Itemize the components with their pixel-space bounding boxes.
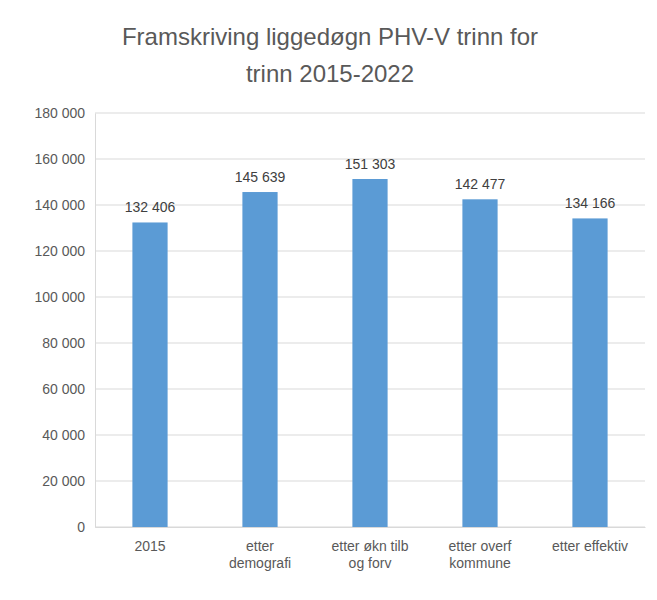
bar [242,192,277,527]
bar [132,222,167,527]
x-tick-label-line: etter effektiv [552,538,628,554]
x-tick-label: etter økn tilbog forv [331,538,408,571]
y-tick: 60 000 [42,381,95,397]
x-tick-label-line: kommune [449,555,511,571]
x-tick-label-line: demografi [229,555,291,571]
y-tick-label: 100 000 [34,289,85,305]
x-tick-label-line: etter overf [448,538,511,554]
x-axis: 2015etterdemografietter økn tilbog forve… [96,527,646,571]
y-tick: 180 000 [34,105,95,121]
y-axis-line [95,114,96,528]
x-tick-label: etterdemografi [229,538,291,571]
x-tick: 2015 [134,527,165,554]
y-tick-label: 60 000 [42,381,85,397]
y-tick: 100 000 [34,289,95,305]
x-tick-label: etter effektiv [552,538,628,554]
y-tick-label: 120 000 [34,243,85,259]
title-line: trinn 2015-2022 [246,60,414,87]
y-tick: 40 000 [42,427,95,443]
y-tick: 20 000 [42,473,95,489]
x-tick-label: 2015 [134,538,165,554]
y-tick: 0 [77,519,95,535]
y-tick-label: 40 000 [42,427,85,443]
data-label: 134 166 [565,195,616,211]
y-tick-label: 0 [77,519,85,535]
x-tick: etterdemografi [229,527,291,571]
bar [572,218,607,527]
x-tick: etter overfkommune [448,527,511,571]
grid [95,113,645,527]
y-tick-label: 140 000 [34,197,85,213]
grid-line [95,113,645,114]
y-tick-label: 20 000 [42,473,85,489]
title: Framskriving liggedøgn PHV-V trinn for tr… [122,23,538,87]
chart: Framskriving liggedøgn PHV-V trinn for tr… [0,0,657,600]
data-label: 145 639 [235,169,286,185]
data-label: 151 303 [345,156,396,172]
y-tick-label: 180 000 [34,105,85,121]
y-tick: 140 000 [34,197,95,213]
y-tick: 80 000 [42,335,95,351]
plot: 0 20 000 40 000 60 000 80 000 100 000 120 000 1… [34,105,645,571]
y-tick-label: 160 000 [34,151,85,167]
x-tick-label-line: 2015 [134,538,165,554]
bar [352,179,387,527]
data-label: 142 477 [455,176,506,192]
y-axis: 0 20 000 40 000 60 000 80 000 100 000 120 000 1… [34,105,95,535]
y-tick: 160 000 [34,151,95,167]
data-label: 132 406 [125,199,176,215]
x-axis-line [96,527,646,528]
y-tick: 120 000 [34,243,95,259]
x-tick-label-line: og forv [349,555,392,571]
x-tick: etter effektiv [552,527,628,554]
title-line: Framskriving liggedøgn PHV-V trinn for [122,23,538,50]
x-tick-label-line: etter [246,538,274,554]
bar [462,199,497,527]
bars [132,179,607,527]
y-tick-label: 80 000 [42,335,85,351]
data-labels: 132 406 145 639 151 303 142 477 134 166 [125,156,616,215]
x-tick-label-line: etter økn tilb [331,538,408,554]
x-tick: etter økn tilbog forv [331,527,408,571]
x-tick-label: etter overfkommune [448,538,511,571]
